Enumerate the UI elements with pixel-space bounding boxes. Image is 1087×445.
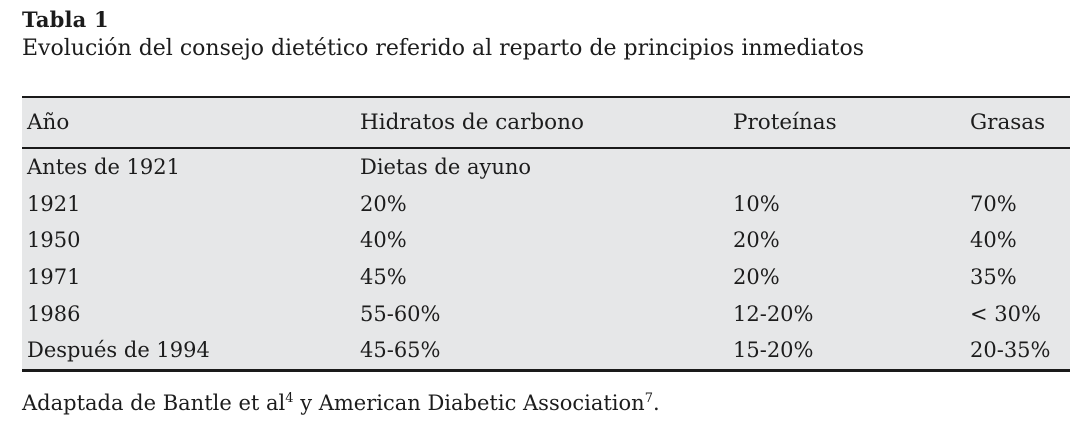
table-header-row: Año Hidratos de carbono Proteínas Grasas — [22, 97, 1070, 149]
cell-fats: 40% — [970, 228, 1017, 253]
cell-proteins: 15-20% — [733, 338, 814, 363]
cell-proteins: 12-20% — [733, 301, 814, 326]
table-row: 1971 45% 20% 35% — [22, 259, 1070, 296]
cell-fats: 20-35% — [970, 338, 1051, 363]
table-header: Año Hidratos de carbono Proteínas Grasas — [22, 97, 1070, 149]
cell-fats: 70% — [970, 191, 1017, 216]
table-row: Antes de 1921 Dietas de ayuno — [22, 148, 1070, 186]
cell-fats: < 30% — [970, 301, 1041, 326]
table-row: 1950 40% 20% 40% — [22, 222, 1070, 259]
cell-carbohydrates: 45% — [360, 265, 407, 290]
table-caption-label: Tabla 1 — [22, 7, 109, 32]
cell-proteins: 20% — [733, 228, 780, 253]
table-row: 1986 55-60% 12-20% < 30% — [22, 295, 1070, 332]
table-body: Antes de 1921 Dietas de ayuno 1921 20% 1… — [22, 148, 1070, 370]
cell-year: 1986 — [27, 301, 81, 326]
table-caption-title: Evolución del consejo dietético referido… — [22, 36, 865, 61]
cell-carbohydrates: 40% — [360, 228, 407, 253]
column-header-year: Año — [22, 97, 360, 149]
cell-carbohydrates: 55-60% — [360, 301, 441, 326]
cell-year: 1921 — [27, 191, 81, 216]
cell-proteins — [733, 148, 970, 186]
footnote-reference-7: 7 — [644, 390, 653, 406]
cell-carbohydrates: 45-65% — [360, 338, 441, 363]
cell-proteins: 20% — [733, 265, 780, 290]
cell-year: Después de 1994 — [27, 338, 210, 363]
page: Tabla 1 Evolución del consejo dietético … — [22, 7, 1070, 417]
table-footnote: Adaptada de Bantle et al4 y American Dia… — [22, 389, 1070, 417]
cell-year: 1950 — [27, 228, 81, 253]
column-header-carbohydrates: Hidratos de carbono — [360, 97, 733, 149]
diet-advice-table: Año Hidratos de carbono Proteínas Grasas… — [22, 96, 1070, 372]
footnote-text: . — [652, 390, 660, 415]
table-row: 1921 20% 10% 70% — [22, 186, 1070, 223]
footnote-text: Adaptada de Bantle et al — [22, 390, 286, 415]
cell-year: Antes de 1921 — [27, 155, 180, 180]
footnote-reference-4: 4 — [285, 390, 294, 406]
cell-proteins: 10% — [733, 191, 780, 216]
column-header-proteins: Proteínas — [733, 97, 970, 149]
cell-fats: 35% — [970, 265, 1017, 290]
table-row: Después de 1994 45-65% 15-20% 20-35% — [22, 332, 1070, 370]
cell-carbohydrates: 20% — [360, 191, 407, 216]
column-header-fats: Grasas — [970, 97, 1070, 149]
footnote-text: y American Diabetic Association — [293, 390, 645, 415]
cell-year: 1971 — [27, 265, 81, 290]
cell-fats — [970, 148, 1070, 186]
cell-carbohydrates: Dietas de ayuno — [360, 155, 532, 180]
